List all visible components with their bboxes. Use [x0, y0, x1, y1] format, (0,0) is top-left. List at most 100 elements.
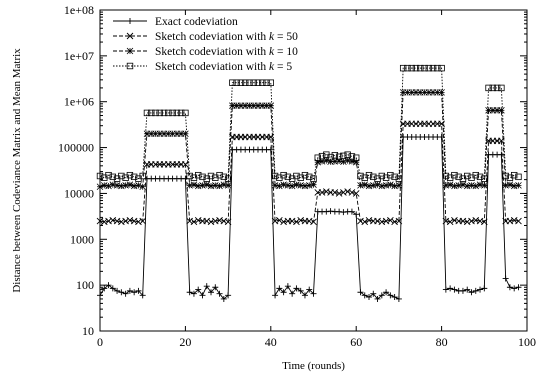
- x-tick-label: 100: [518, 335, 536, 349]
- series-point: [190, 290, 197, 297]
- series-point: [391, 294, 398, 301]
- series-point: [254, 79, 262, 86]
- series-point: [327, 153, 334, 161]
- series-point: [118, 289, 125, 296]
- x-tick-label: 60: [350, 335, 362, 349]
- series-line: [99, 136, 519, 300]
- series-point: [370, 173, 377, 181]
- series-point: [493, 107, 501, 114]
- series-point: [480, 218, 488, 226]
- series-point: [276, 182, 283, 190]
- series-point: [96, 172, 104, 180]
- series-point: [263, 102, 270, 109]
- series-point: [237, 79, 245, 86]
- y-tick-label: 1e+08: [64, 3, 94, 17]
- series-point: [318, 189, 326, 196]
- series-point: [220, 173, 228, 181]
- series-point: [357, 182, 364, 189]
- series-point: [370, 290, 377, 297]
- series-point: [246, 79, 253, 86]
- series-point: [502, 172, 509, 180]
- series-point: [143, 130, 151, 138]
- x-tick-label: 0: [97, 335, 103, 349]
- series-point: [399, 64, 407, 72]
- series-point: [395, 217, 403, 225]
- series-point: [156, 109, 163, 117]
- series-point: [472, 171, 479, 179]
- series-point: [340, 158, 347, 166]
- series-point: [369, 182, 377, 189]
- series-point: [451, 171, 458, 179]
- series-point: [485, 84, 492, 92]
- series-point: [280, 289, 287, 296]
- series-point: [118, 182, 125, 190]
- series-point: [220, 295, 227, 302]
- series-point: [259, 79, 266, 86]
- legend-label: Sketch codeviation with k = 10: [155, 46, 298, 58]
- series-point: [301, 182, 309, 190]
- series-point: [335, 190, 343, 197]
- legend-marker: [126, 62, 134, 70]
- series-point: [126, 171, 134, 179]
- series-point: [399, 89, 407, 96]
- series-point: [318, 158, 326, 165]
- series-point: [203, 181, 211, 188]
- series-point: [344, 188, 351, 195]
- series-point: [464, 172, 471, 180]
- series-point: [438, 64, 445, 72]
- series-point: [314, 154, 321, 161]
- series-point: [293, 285, 300, 292]
- series-point: [289, 290, 296, 297]
- series-point: [472, 182, 480, 190]
- series-point: [416, 89, 424, 96]
- series-point: [382, 182, 390, 189]
- series-point: [237, 102, 245, 109]
- series-point: [288, 182, 296, 190]
- series-point: [272, 292, 279, 299]
- series-point: [408, 89, 415, 96]
- series-point: [442, 182, 450, 189]
- series-point: [122, 290, 129, 297]
- series-point: [182, 130, 189, 138]
- series-point: [284, 182, 292, 189]
- y-tick-label: 100000: [58, 141, 94, 155]
- series-point: [459, 287, 466, 294]
- series-point: [177, 130, 185, 138]
- series-point: [421, 64, 428, 72]
- series-point: [143, 109, 151, 117]
- series-point: [455, 182, 462, 189]
- series-point: [160, 109, 168, 117]
- series-point: [421, 89, 428, 96]
- series-point: [293, 172, 300, 180]
- series-point: [109, 181, 117, 188]
- series-point: [169, 130, 176, 138]
- series-point: [165, 130, 172, 138]
- series-point: [199, 182, 206, 189]
- series-point: [476, 173, 484, 181]
- y-tick-label: 10: [82, 324, 94, 338]
- series-point: [254, 102, 262, 109]
- y-axis: 10 100 1000 10000 100000 1e+06 1e+07 1e+08: [58, 3, 527, 338]
- series-3: [96, 89, 522, 191]
- legend-label: Sketch codeviation with k = 5: [155, 61, 292, 73]
- series-point: [297, 182, 304, 189]
- series-point: [177, 109, 185, 117]
- series-2: [96, 120, 522, 226]
- series-point: [113, 182, 121, 189]
- series-point: [361, 218, 369, 226]
- x-axis-label: Time (rounds): [282, 360, 345, 372]
- series-point: [105, 171, 112, 179]
- series-4: [96, 64, 522, 182]
- series-line: [99, 123, 519, 223]
- series-point: [100, 182, 108, 189]
- series-point: [412, 89, 420, 96]
- series-point: [323, 208, 330, 215]
- series-point: [412, 64, 420, 72]
- series-point: [224, 175, 232, 182]
- series-point: [203, 283, 210, 290]
- series-point: [348, 158, 356, 165]
- x-tick-label: 80: [436, 335, 448, 349]
- series-point: [446, 181, 454, 188]
- series-point: [267, 146, 274, 153]
